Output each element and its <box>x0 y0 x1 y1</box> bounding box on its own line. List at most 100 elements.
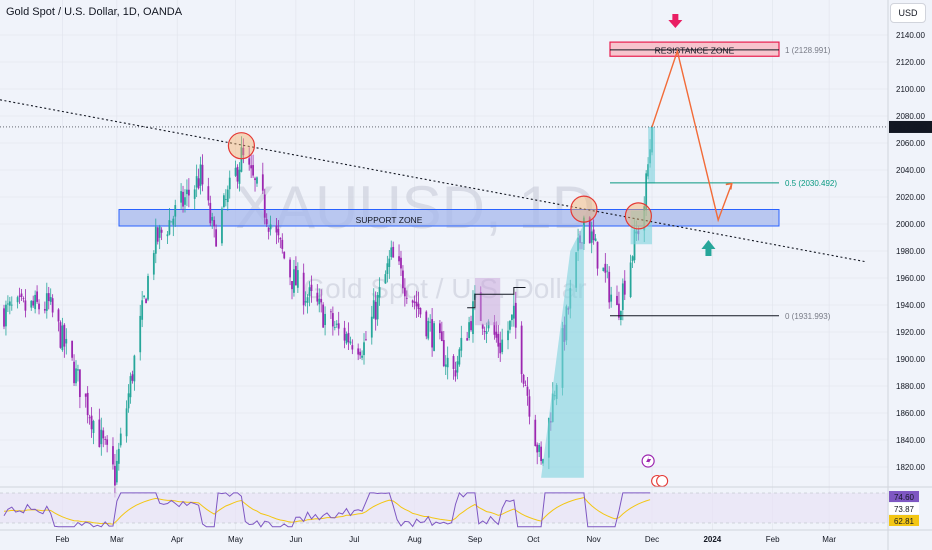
candle-body <box>472 301 474 335</box>
candle-body <box>629 262 632 298</box>
candle-body <box>30 300 33 308</box>
candle-body <box>193 189 196 199</box>
time-tick-label: Feb <box>766 535 780 544</box>
candle-body <box>318 298 321 305</box>
candle-body <box>295 265 297 286</box>
candle-body <box>289 259 291 278</box>
candle-body <box>117 448 120 464</box>
candle-body <box>433 323 435 351</box>
candle-body <box>333 326 336 328</box>
candle-body <box>71 340 74 358</box>
candle-body <box>411 300 414 303</box>
candle-body <box>36 291 38 302</box>
candle-body <box>536 444 539 453</box>
candle-body <box>322 304 325 328</box>
candle-body <box>131 374 134 381</box>
candle-body <box>234 167 237 176</box>
candle-body <box>468 322 470 338</box>
candle-body <box>417 303 420 310</box>
candle-body <box>254 178 256 181</box>
candle-body <box>514 302 517 328</box>
candle-body <box>470 321 472 331</box>
candle-body <box>248 158 251 165</box>
candle-body <box>398 256 400 262</box>
candle-body <box>542 458 544 464</box>
candle-body <box>596 241 599 269</box>
candle-body <box>402 270 404 289</box>
candle-body <box>520 325 523 375</box>
candle-body <box>133 355 136 382</box>
candle-body <box>16 297 19 303</box>
candle-body <box>250 165 253 169</box>
candle-body <box>534 419 537 447</box>
candle-body <box>633 229 636 261</box>
candle-body <box>363 342 365 356</box>
price-tick-label: 2040.00 <box>896 166 925 175</box>
time-tick-label: 2024 <box>703 535 721 544</box>
candle-body <box>34 294 37 310</box>
candle-body <box>283 251 286 259</box>
price-badges: 2071.880 74.60 73.87 62.81 <box>889 120 932 526</box>
rsi-value-label: 74.60 <box>894 493 915 502</box>
candle-body <box>388 258 391 267</box>
price-tick-label: 1900.00 <box>896 355 925 364</box>
price-tick-label: 1980.00 <box>896 247 925 256</box>
candle-body <box>125 408 128 437</box>
candle-body <box>623 280 626 295</box>
candle-body <box>378 287 381 298</box>
highlight-circle <box>227 132 256 160</box>
candle-body <box>184 197 186 205</box>
candle-body <box>493 322 496 335</box>
candle-body <box>400 257 402 269</box>
highlight-sep <box>474 278 501 326</box>
time-tick-label: Oct <box>527 535 540 544</box>
candle-body <box>540 446 542 462</box>
candle-body <box>98 419 101 448</box>
candle-body <box>209 202 212 224</box>
candle-body <box>129 376 132 398</box>
highlight-rally-oct <box>541 224 584 478</box>
candle-body <box>538 444 541 452</box>
price-tick-label: 1920.00 <box>896 328 925 337</box>
price-tick-label: 1940.00 <box>896 301 925 310</box>
candle-body <box>119 433 122 446</box>
candle-body <box>221 208 223 244</box>
candle-body <box>195 176 198 188</box>
candle-body <box>618 303 620 318</box>
candle-body <box>390 247 393 258</box>
candle-body <box>302 272 305 306</box>
candle-body <box>61 325 64 351</box>
candle-body <box>429 321 432 323</box>
candle-body <box>197 178 200 189</box>
down-arrow-icon <box>668 14 683 28</box>
currency-button[interactable]: USD <box>890 3 926 23</box>
candle-body <box>347 332 350 343</box>
candle-body <box>90 415 93 430</box>
candle-body <box>112 446 114 465</box>
candle-body <box>386 263 389 275</box>
candle-body <box>24 300 27 311</box>
candle-body <box>143 295 146 298</box>
time-tick-label: Mar <box>822 535 836 544</box>
candle-body <box>49 296 52 302</box>
drawings: 1 (2128.991) 0.5 (2030.492) 0 (1931.993) <box>0 14 888 488</box>
candle-body <box>526 386 529 396</box>
price-tick-label: 1960.00 <box>896 274 925 283</box>
candle-body <box>392 246 395 258</box>
time-tick-label: Feb <box>55 535 69 544</box>
time-tick-label: Jun <box>289 535 302 544</box>
candle-body <box>65 338 68 344</box>
candle-body <box>78 369 81 398</box>
rsi-value-badge <box>889 515 919 526</box>
fib-level-label: 0 (1931.993) <box>785 312 831 321</box>
highlight-circle <box>570 195 598 223</box>
candle-body <box>499 342 502 354</box>
candle-body <box>182 191 184 207</box>
candle-body <box>425 311 428 337</box>
candle-body <box>610 294 613 302</box>
candle-body <box>330 311 332 313</box>
price-tick-label: 1820.00 <box>896 463 925 472</box>
candle-body <box>405 297 408 299</box>
